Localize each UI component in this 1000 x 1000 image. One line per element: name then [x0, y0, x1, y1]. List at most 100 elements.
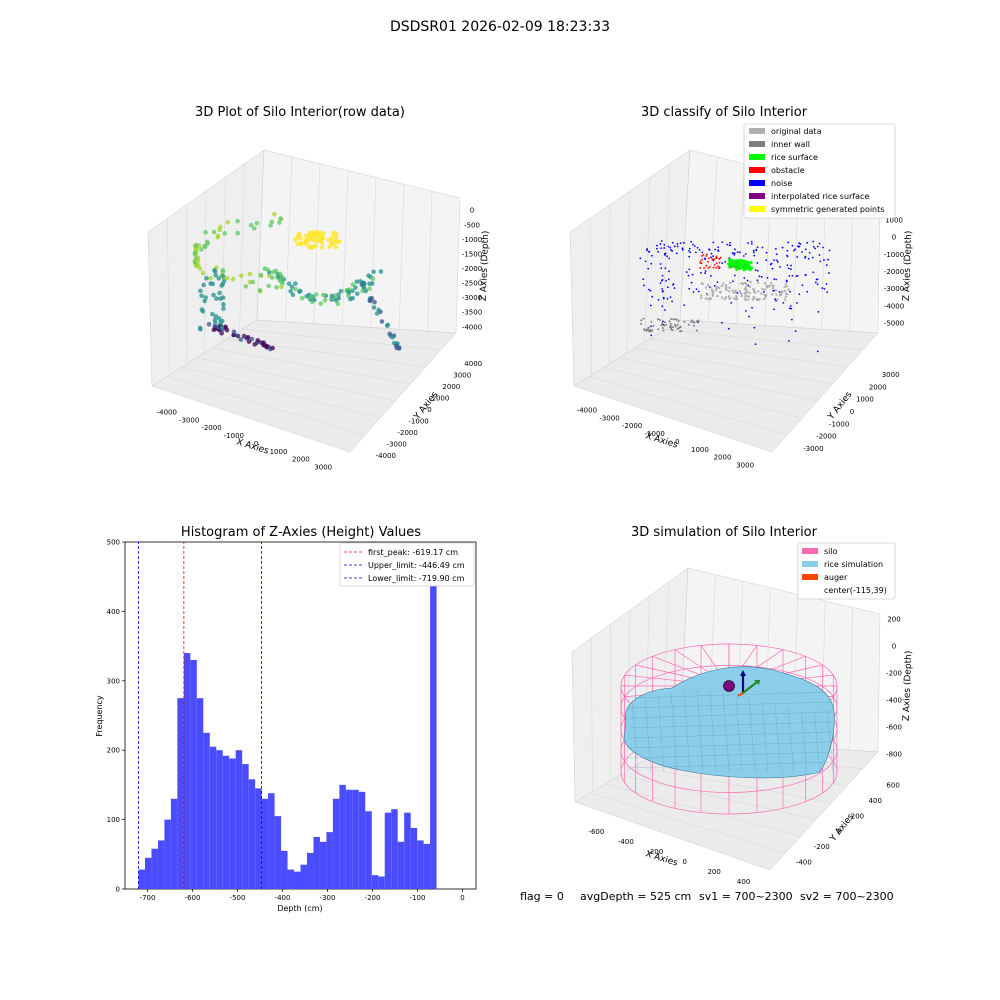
legend-swatch: [749, 128, 765, 134]
raw-point: [212, 268, 217, 273]
hist-bar: [274, 816, 282, 889]
classified-point: [764, 293, 768, 297]
classified-point: [735, 295, 738, 298]
cls-x-tick: -2000: [622, 422, 642, 430]
classified-point: [724, 284, 728, 287]
classified-point: [697, 319, 700, 322]
raw-point: [333, 244, 339, 250]
classified-point: [752, 295, 755, 299]
classified-point: [710, 256, 712, 259]
classified-point: [818, 254, 821, 256]
raw-point: [199, 293, 204, 299]
classified-point: [707, 297, 710, 301]
classified-point: [697, 290, 700, 293]
classified-point: [748, 315, 750, 318]
raw-point: [199, 307, 205, 312]
legend-entry: silo: [824, 547, 838, 556]
classified-point: [733, 297, 736, 300]
cls-y-tick: -1000: [829, 420, 849, 428]
classified-point: [659, 319, 662, 322]
raw-point: [212, 320, 218, 326]
raw-z-tick: 0: [470, 207, 474, 215]
legend-swatch: [749, 193, 765, 199]
classified-point: [752, 249, 755, 252]
classified-point: [790, 307, 793, 310]
sim-y-tick: 400: [869, 797, 882, 805]
classified-point: [772, 289, 775, 292]
classified-point: [747, 298, 750, 301]
hist-y-tick: 300: [107, 677, 120, 685]
sim-z-tick: -800: [886, 751, 902, 759]
classified-point: [755, 249, 758, 252]
classified-point: [783, 298, 787, 301]
classified-point: [769, 281, 773, 285]
classified-point: [651, 329, 654, 332]
classified-point: [743, 297, 747, 301]
classified-point: [727, 295, 731, 298]
classified-point: [765, 286, 769, 289]
raw-point: [374, 311, 380, 316]
hist-bar: [326, 832, 333, 889]
raw-point: [354, 291, 360, 296]
sim-title: 3D simulation of Silo Interior: [631, 525, 818, 540]
legend-entry: interpolated rice surface: [771, 192, 869, 201]
rice-mesh-line: [787, 707, 795, 773]
legend-swatch: [749, 206, 765, 212]
raw-point: [304, 293, 309, 299]
classified-point: [642, 284, 645, 287]
rice-mesh-line: [627, 691, 833, 699]
classified-point: [676, 323, 679, 326]
classified-point: [747, 295, 751, 298]
classified-point: [756, 246, 759, 249]
classified-point: [659, 263, 662, 265]
legend-entry: rice simulation: [824, 560, 883, 569]
classified-point: [733, 252, 736, 255]
classified-point: [763, 281, 767, 285]
raw-point: [387, 331, 393, 337]
classified-point: [814, 247, 817, 250]
hist-y-label: Frequency: [95, 695, 104, 737]
classified-point: [656, 247, 658, 250]
classified-point: [694, 251, 697, 254]
raw-point: [214, 296, 219, 301]
classified-point: [691, 319, 694, 322]
sim-y-tick: -400: [796, 859, 812, 867]
hist-bar: [196, 698, 204, 889]
raw-point: [335, 301, 341, 307]
legend-swatch: [802, 561, 818, 567]
sim-x-tick: 200: [707, 868, 720, 876]
raw-point: [255, 338, 261, 343]
classified-point: [774, 298, 776, 301]
classified-point: [669, 246, 672, 249]
sim-x-tick: -400: [618, 838, 634, 846]
raw-point: [249, 336, 255, 342]
classified-point: [707, 267, 710, 269]
classified-point: [683, 320, 686, 323]
raw-point: [299, 295, 305, 301]
classified-point: [725, 286, 728, 289]
classified-point: [744, 295, 747, 298]
classified-point: [754, 269, 757, 272]
legend-swatch: [749, 180, 765, 186]
raw-point: [314, 234, 320, 240]
classified-point: [826, 291, 829, 294]
classified-point: [647, 326, 650, 329]
classified-point: [753, 290, 756, 294]
classified-point: [776, 298, 779, 301]
raw-point: [308, 295, 314, 300]
raw-point: [288, 288, 293, 294]
classified-point: [775, 259, 778, 262]
rice-mesh-line: [683, 690, 691, 773]
classified-point: [743, 277, 746, 279]
classified-point: [718, 290, 722, 294]
classified-point: [674, 318, 677, 321]
classified-point: [639, 257, 642, 260]
status-sv1: sv1 = 700~2300: [699, 890, 793, 903]
hist-x-label: Depth (cm): [277, 904, 322, 913]
raw-point: [230, 276, 236, 282]
classified-point: [721, 321, 723, 324]
raw-point: [222, 231, 228, 236]
classified-point: [729, 241, 731, 244]
classified-point: [747, 284, 750, 287]
